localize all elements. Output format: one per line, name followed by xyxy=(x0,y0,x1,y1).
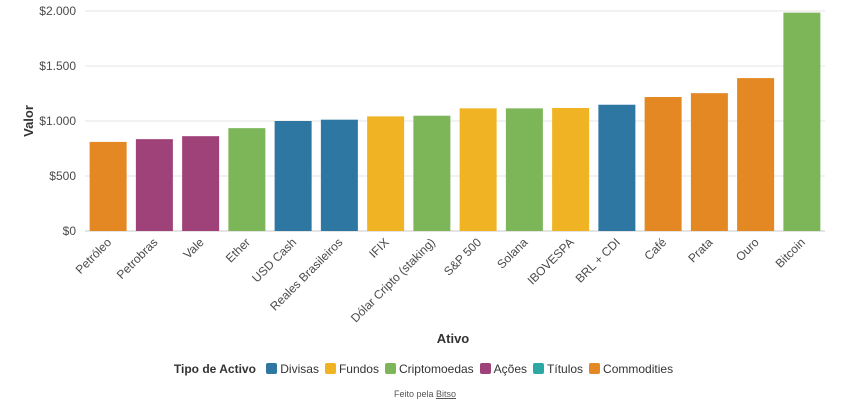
bitso-link[interactable]: Bitso xyxy=(436,389,457,399)
x-tick-label: Vale xyxy=(180,235,206,261)
legend-label: Títulos xyxy=(547,362,584,376)
legend-item[interactable]: Ações xyxy=(479,362,528,376)
y-axis-ticks: $0 $500 $1.000 $1.500 $2.000 xyxy=(39,4,76,238)
y-tick-label: $1.500 xyxy=(39,59,76,73)
y-axis-title: Valor xyxy=(21,105,36,137)
legend-label: Fundos xyxy=(338,362,379,376)
bar[interactable] xyxy=(552,108,590,231)
bar[interactable] xyxy=(737,78,775,231)
bar[interactable] xyxy=(783,12,821,232)
legend-item[interactable]: Criptomoedas xyxy=(384,362,474,376)
x-tick-label: Café xyxy=(641,235,669,263)
x-tick-label: IFIX xyxy=(366,235,391,260)
y-tick-label: $1.000 xyxy=(39,114,76,128)
bar[interactable] xyxy=(505,108,543,231)
y-tick-label: $500 xyxy=(49,169,76,183)
legend-item[interactable]: Divisas xyxy=(266,362,319,376)
bar[interactable] xyxy=(89,141,127,231)
bar[interactable] xyxy=(135,139,173,231)
bar[interactable] xyxy=(274,121,312,231)
x-tick-label: Dólar Cripto (staking) xyxy=(348,235,438,325)
bar[interactable] xyxy=(320,119,358,231)
bar[interactable] xyxy=(690,93,728,231)
x-tick-label: BRL + CDI xyxy=(573,235,623,285)
x-tick-label: Ether xyxy=(223,235,253,265)
legend-title: Tipo de Activo xyxy=(173,362,256,376)
x-tick-label: Prata xyxy=(685,235,715,265)
x-tick-label: Bitcoin xyxy=(773,235,808,270)
x-tick-label: Petrobras xyxy=(114,235,161,282)
legend-swatch xyxy=(479,363,491,374)
x-tick-label: S&P 500 xyxy=(441,235,484,278)
legend-item[interactable]: Commodities xyxy=(589,362,673,376)
x-tick-label: IBOVESPA xyxy=(525,235,577,287)
legend-swatch xyxy=(384,363,396,374)
legend-label: Ações xyxy=(493,362,528,376)
legend-item[interactable]: Títulos xyxy=(533,362,583,376)
bar[interactable] xyxy=(644,97,682,232)
y-tick-label: $2.000 xyxy=(39,4,76,18)
x-tick-label: Ouro xyxy=(733,235,762,264)
bar[interactable] xyxy=(367,116,405,231)
bar[interactable] xyxy=(413,115,451,231)
legend-swatch xyxy=(589,363,601,374)
x-axis-title: Ativo xyxy=(437,331,470,346)
legend: Tipo de Activo Divisas Fundos Criptomoedas… xyxy=(0,362,850,376)
legend-label: Commodities xyxy=(603,362,674,376)
x-tick-label: Petróleo xyxy=(73,235,115,277)
x-tick-label: Solana xyxy=(494,235,531,272)
legend-label: Divisas xyxy=(280,362,319,376)
bar-chart: $0 $500 $1.000 $1.500 $2.000 Petróleo Petrobr… xyxy=(21,4,825,346)
bar[interactable] xyxy=(459,108,497,231)
legend-swatch xyxy=(324,363,336,374)
legend-swatch xyxy=(533,363,545,374)
bars xyxy=(89,12,821,232)
bar[interactable] xyxy=(182,136,220,231)
legend-label: Criptomoedas xyxy=(398,362,474,376)
footer-text: Feito pela xyxy=(393,389,434,399)
y-tick-label: $0 xyxy=(63,224,77,238)
bar[interactable] xyxy=(598,104,636,231)
legend-swatch xyxy=(266,363,278,374)
legend-item[interactable]: Fundos xyxy=(324,362,379,376)
footer: Feito pela Bitso xyxy=(0,389,850,399)
bar[interactable] xyxy=(228,128,266,231)
